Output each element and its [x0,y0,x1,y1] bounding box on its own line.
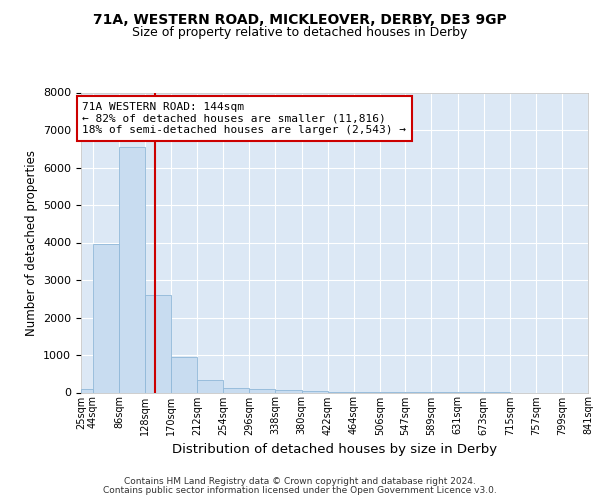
Text: Size of property relative to detached houses in Derby: Size of property relative to detached ho… [133,26,467,39]
Bar [93,244,119,392]
Bar [81,389,93,392]
Text: Contains HM Land Registry data © Crown copyright and database right 2024.: Contains HM Land Registry data © Crown c… [124,477,476,486]
Bar [171,357,197,392]
Bar [197,380,223,392]
Bar [223,388,250,392]
Bar [250,389,275,392]
Y-axis label: Number of detached properties: Number of detached properties [25,150,38,336]
Text: 71A, WESTERN ROAD, MICKLEOVER, DERBY, DE3 9GP: 71A, WESTERN ROAD, MICKLEOVER, DERBY, DE… [93,12,507,26]
Text: 71A WESTERN ROAD: 144sqm
← 82% of detached houses are smaller (11,816)
18% of se: 71A WESTERN ROAD: 144sqm ← 82% of detach… [82,102,406,135]
Text: Contains public sector information licensed under the Open Government Licence v3: Contains public sector information licen… [103,486,497,495]
X-axis label: Distribution of detached houses by size in Derby: Distribution of detached houses by size … [172,443,497,456]
Bar [119,147,145,392]
Bar [302,390,328,392]
Bar [145,295,171,392]
Bar [275,390,302,392]
